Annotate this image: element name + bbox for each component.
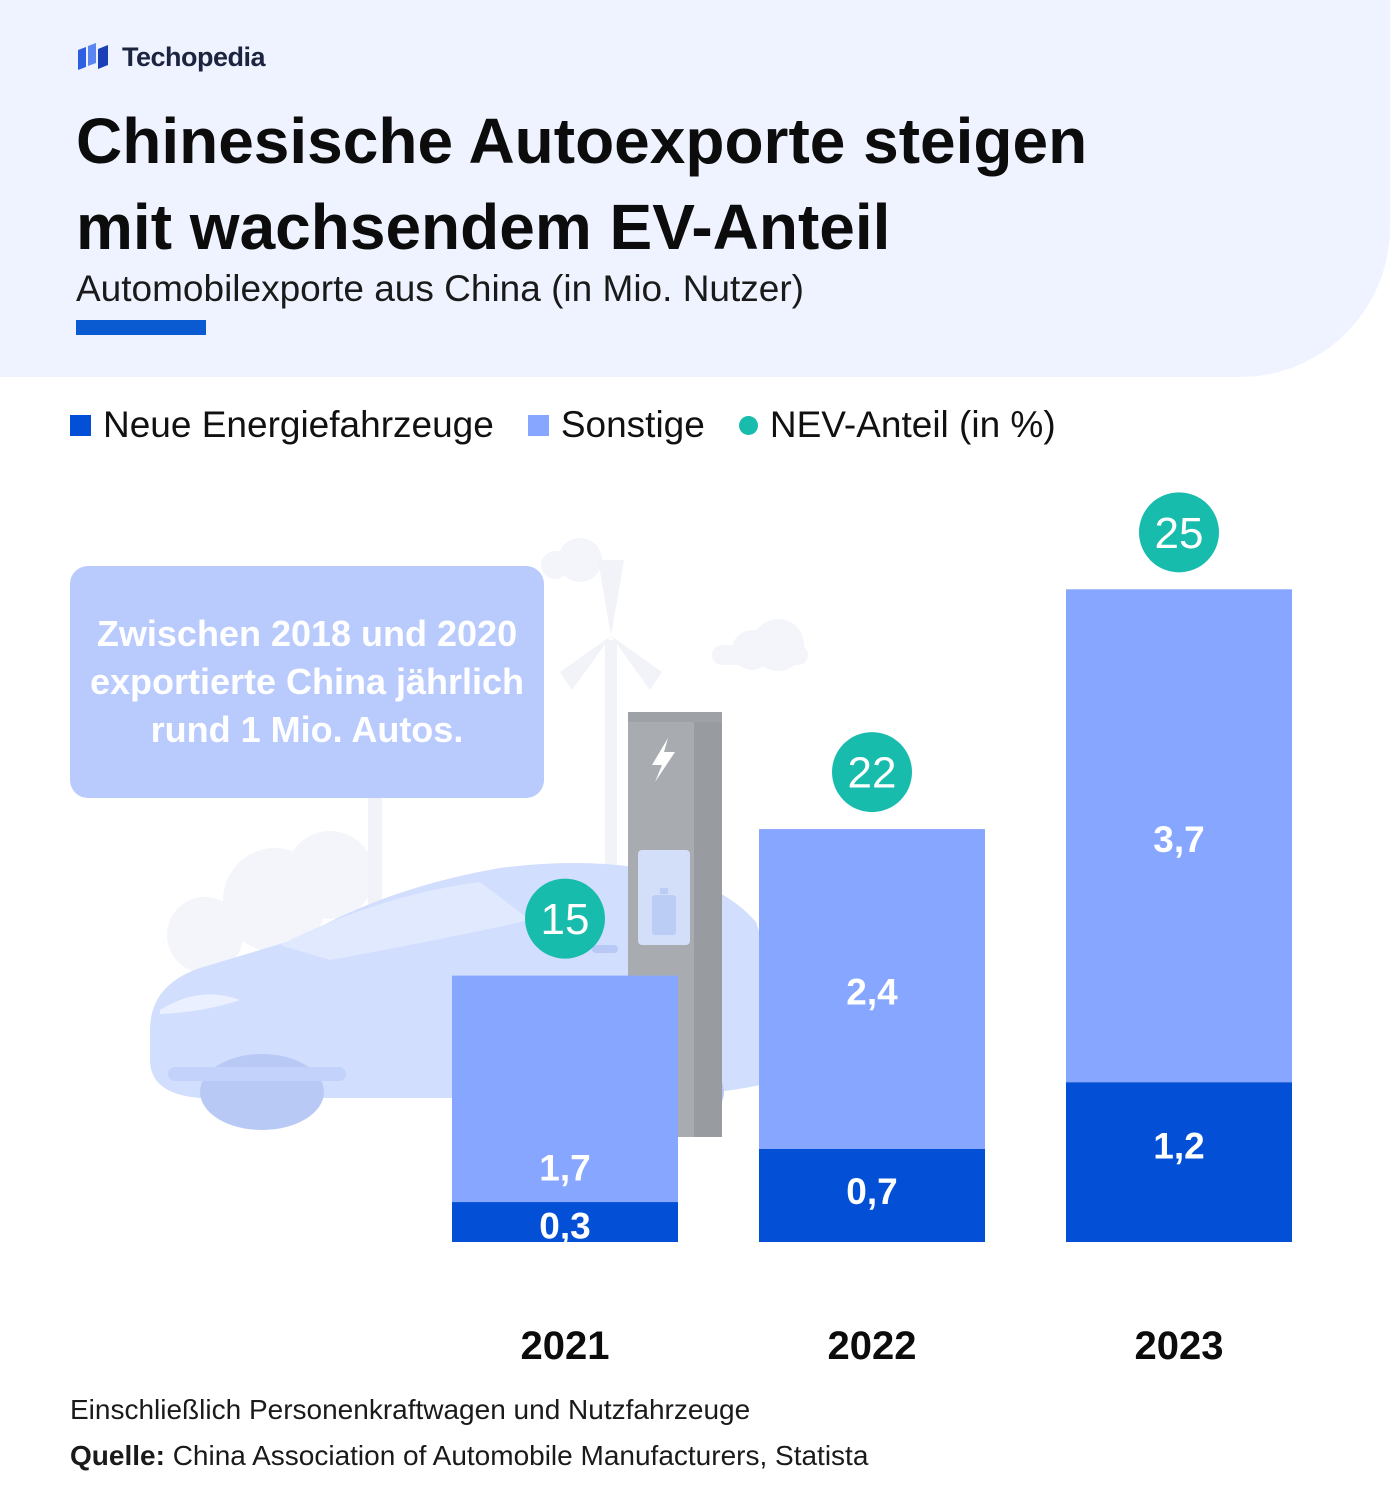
legend-label-nev: Neue Energiefahrzeuge: [103, 404, 494, 445]
info-callout: Zwischen 2018 und 2020 exportierte China…: [70, 566, 544, 798]
source-note: Quelle: China Association of Automobile …: [70, 1440, 868, 1472]
bar-other-2023: [1066, 589, 1292, 1083]
legend-swatch-nev: [70, 414, 91, 436]
value-label-nev-2021: 0,3: [539, 1206, 590, 1247]
value-label-other-2022: 2,4: [846, 971, 898, 1012]
footnote: Einschließlich Personenkraftwagen und Nu…: [70, 1394, 751, 1425]
brand: Techopedia: [76, 40, 266, 74]
legend-dot-share: [738, 415, 758, 435]
share-circle-2021: [525, 878, 605, 959]
value-label-other-2021: 1,7: [539, 1148, 590, 1189]
value-label-nev-2022: 0,7: [846, 1171, 897, 1212]
title-line-1: Chinesische Autoexporte steigen: [76, 105, 1088, 177]
value-label-other-2023: 3,7: [1153, 819, 1204, 860]
header-background: [0, 0, 1390, 377]
legend-label-share: NEV-Anteil (in %): [769, 404, 1056, 445]
car-headlight: [160, 994, 240, 1014]
legend-swatch-other: [527, 414, 549, 436]
lightning-bolt-icon: [652, 738, 675, 782]
title-line-2: mit wachsendem EV-Anteil: [76, 191, 891, 263]
legend-label-other: Sonstige: [560, 404, 705, 445]
category-label-2022: 2022: [828, 1324, 917, 1368]
accent-bar: [76, 320, 206, 335]
page-subtitle: Automobilexporte aus China (in Mio. Nutz…: [76, 268, 804, 309]
legend-item-share: NEV-Anteil (in %): [738, 404, 1056, 446]
legend-item-other: Sonstige: [527, 404, 705, 446]
bar-nev-2022: [759, 1148, 985, 1242]
bars-layer: [452, 589, 1292, 1242]
cloud-illustration: [167, 538, 808, 973]
share-label-2021: 15: [541, 895, 590, 944]
brand-name: Techopedia: [122, 41, 266, 72]
car-bumper: [168, 1067, 346, 1081]
bar-other-2021: [452, 975, 678, 1203]
car-windshield: [280, 882, 530, 960]
car-front-wheel: [200, 1054, 324, 1130]
category-label-2021: 2021: [521, 1324, 610, 1368]
info-callout-text: Zwischen 2018 und 2020 exportierte China…: [89, 613, 525, 750]
legend-item-nev: Neue Energiefahrzeuge: [70, 404, 494, 446]
techopedia-logo-icon: [78, 43, 108, 70]
share-label-2022: 22: [848, 749, 897, 798]
category-label-2023: 2023: [1135, 1324, 1224, 1368]
source-text: China Association of Automobile Manufact…: [172, 1440, 869, 1471]
bar-nev-2023: [1066, 1082, 1292, 1242]
share-label-2023: 25: [1155, 509, 1204, 558]
source-label: Quelle:: [70, 1440, 165, 1471]
share-circle-2022: [832, 732, 912, 813]
page-title: Chinesische Autoexporte steigen mit wach…: [76, 98, 1326, 270]
bar-nev-2021: [452, 1202, 678, 1242]
bar-other-2022: [759, 829, 985, 1149]
share-circle-2023: [1139, 492, 1219, 573]
value-label-nev-2023: 1,2: [1153, 1126, 1204, 1167]
car-door-handle: [592, 945, 618, 953]
legend: Neue Energiefahrzeuge Sonstige NEV-Antei…: [70, 404, 1090, 446]
labels-layer: 0,3 1,7 15 2021 0,7 2,4 22 2022 1,2 3,7 25 2023: [521, 492, 1224, 1368]
